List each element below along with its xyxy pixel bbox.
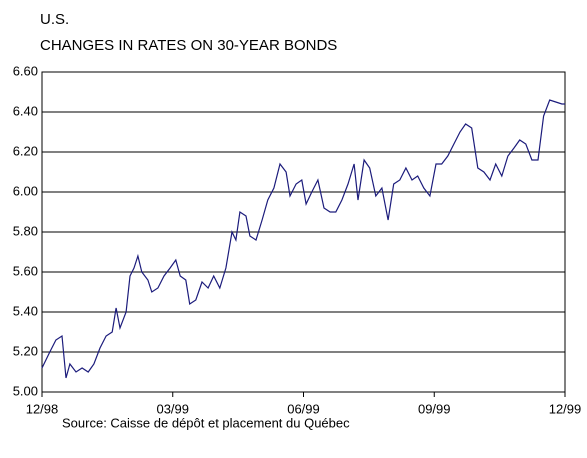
chart-title: CHANGES IN RATES ON 30-YEAR BONDS	[40, 37, 337, 54]
x-tick-label: 09/99	[418, 401, 451, 416]
y-tick-label: 5.60	[13, 263, 38, 278]
chart-title: U.S.	[40, 11, 69, 28]
y-tick-label: 6.20	[13, 143, 38, 158]
y-tick-label: 5.80	[13, 223, 38, 238]
y-tick-label: 5.20	[13, 343, 38, 358]
x-tick-label: 12/99	[549, 401, 582, 416]
x-tick-label: 03/99	[156, 401, 189, 416]
y-tick-label: 6.40	[13, 103, 38, 118]
y-tick-label: 5.40	[13, 303, 38, 318]
source-note: Source: Caisse de dépôt et placement du …	[62, 415, 350, 430]
x-tick-label: 12/98	[26, 401, 59, 416]
y-tick-label: 6.60	[13, 63, 38, 78]
x-tick-label: 06/99	[287, 401, 320, 416]
y-tick-label: 6.00	[13, 183, 38, 198]
data-line	[41, 99, 565, 379]
y-tick-label: 5.00	[13, 383, 38, 398]
